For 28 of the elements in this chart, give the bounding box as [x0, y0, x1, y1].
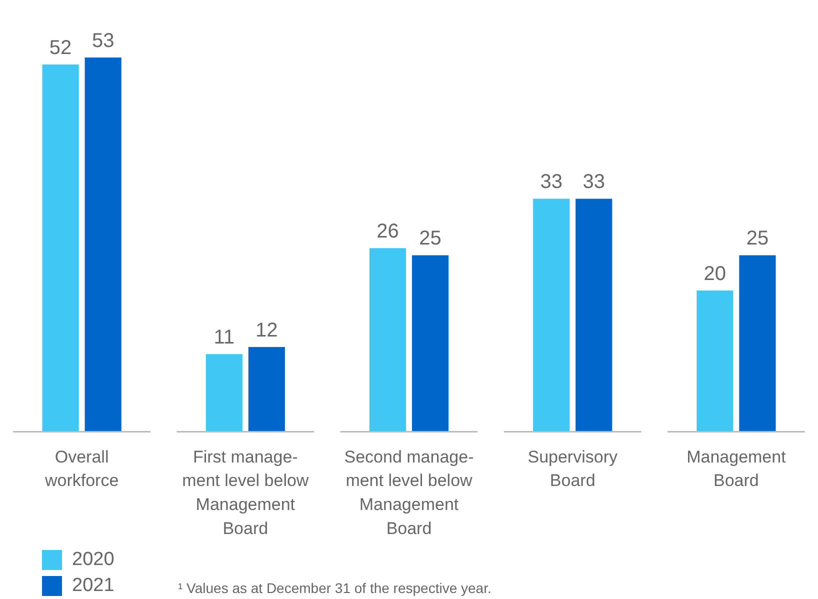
bar	[739, 255, 776, 432]
data-label: 52	[49, 37, 72, 60]
bar	[696, 290, 734, 432]
data-label: 26	[376, 220, 399, 243]
data-label: 11	[214, 326, 235, 349]
data-label: 53	[92, 30, 114, 52]
data-label: 33	[582, 171, 605, 194]
text: ¹ Values as at December 31 of the respective year.	[178, 580, 492, 596]
x-tick-label: Supervisory Board	[528, 447, 618, 490]
bar	[84, 57, 122, 432]
data-label: 20	[704, 263, 726, 286]
bar	[248, 347, 285, 432]
data-label: 33	[540, 171, 562, 194]
bar	[206, 354, 242, 432]
data-label: 12	[256, 320, 278, 342]
bar	[369, 248, 406, 432]
data-label: 25	[746, 228, 769, 250]
legend-label: 2020	[72, 548, 114, 572]
x-tick-label: First manage- ment level below Management Board	[182, 447, 310, 538]
data-label: 25	[419, 228, 442, 250]
bar	[42, 64, 79, 432]
bar	[576, 198, 612, 432]
x-tick-label: Second manage- ment level below Management Board	[344, 447, 474, 538]
x-tick-label: Management Board	[686, 447, 786, 490]
x-tick-label: Overall workforce	[44, 447, 119, 490]
legend-label: 2021	[72, 574, 114, 598]
bar	[412, 255, 449, 432]
bar	[533, 198, 570, 432]
